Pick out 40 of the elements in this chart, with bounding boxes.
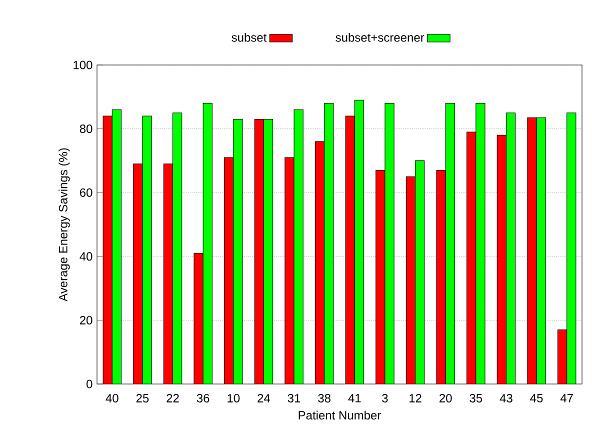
bar bbox=[557, 329, 568, 384]
y-tick-label: 100 bbox=[74, 60, 92, 70]
x-tick-label: 25 bbox=[136, 394, 149, 402]
x-tick-label: 36 bbox=[196, 394, 210, 402]
bar bbox=[466, 132, 476, 384]
bar bbox=[376, 170, 386, 384]
bar bbox=[224, 157, 234, 384]
x-tick-label: 12 bbox=[410, 394, 422, 402]
x-tick-label: 20 bbox=[440, 394, 452, 402]
x-tick-label: 41 bbox=[348, 394, 361, 402]
legend-label: subset+screener bbox=[336, 32, 424, 42]
y-tick-label: 60 bbox=[80, 188, 92, 197]
x-tick-label: 43 bbox=[500, 394, 512, 402]
x-tick-label: 45 bbox=[530, 394, 543, 402]
bar bbox=[163, 164, 174, 384]
bar bbox=[194, 252, 204, 384]
bar bbox=[133, 164, 143, 384]
x-tick-label: 47 bbox=[560, 394, 573, 402]
y-tick-label: 80 bbox=[80, 124, 92, 134]
bar bbox=[406, 176, 416, 384]
bar bbox=[314, 141, 325, 384]
x-tick-label: 24 bbox=[258, 394, 270, 402]
y-tick-label: 20 bbox=[80, 316, 92, 324]
x-tick-label: 3 bbox=[382, 394, 388, 402]
x-tick-label: 38 bbox=[318, 394, 330, 402]
y-tick-label: 40 bbox=[80, 252, 92, 261]
x-tick-label: 22 bbox=[166, 394, 179, 402]
x-tick-label: 40 bbox=[106, 394, 118, 402]
bar bbox=[102, 116, 112, 384]
x-tick-label: 31 bbox=[288, 394, 300, 402]
x-tick-label: 10 bbox=[228, 394, 240, 402]
y-tick-label: 0 bbox=[86, 380, 92, 388]
x-axis-title: Patient Number bbox=[298, 410, 381, 420]
bar bbox=[254, 118, 264, 384]
bar bbox=[436, 170, 446, 384]
legend-label: subset bbox=[232, 32, 267, 42]
bar bbox=[345, 116, 355, 384]
y-axis-title: Average Energy Savings (%) bbox=[58, 148, 70, 302]
bar bbox=[496, 134, 506, 384]
x-tick-label: 35 bbox=[470, 394, 482, 402]
